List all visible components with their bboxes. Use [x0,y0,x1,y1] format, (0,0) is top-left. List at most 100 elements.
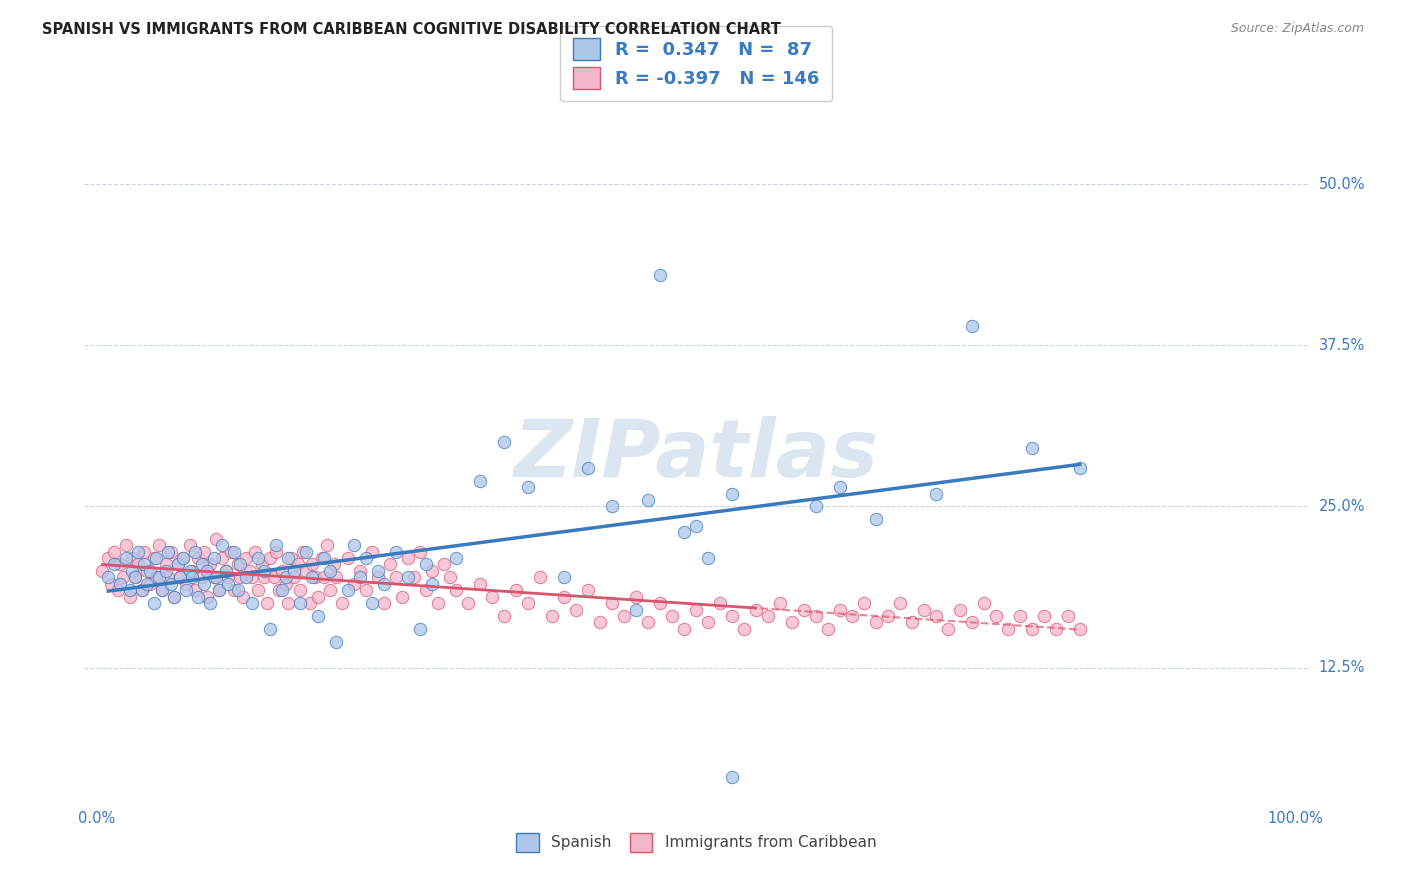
Point [271,583,294,598]
Point [949,602,972,616]
Point [239,564,262,578]
Point [179,538,201,552]
Point [150,583,173,598]
Point [307,609,329,624]
Point [124,570,146,584]
Point [264,538,287,552]
Point [373,576,395,591]
Point [134,544,156,558]
Point [157,570,180,584]
Point [721,486,744,500]
Point [494,435,516,450]
Point [565,602,588,616]
Point [589,615,612,630]
Point [793,602,815,616]
Point [167,558,190,572]
Point [304,570,326,584]
Point [613,609,636,624]
Point [960,319,983,334]
Point [145,570,167,584]
Point [367,570,389,584]
Point [229,570,252,584]
Point [174,583,197,598]
Point [181,564,204,578]
Point [259,551,281,566]
Point [960,615,983,630]
Point [224,583,246,598]
Point [889,596,911,610]
Point [553,590,575,604]
Point [274,570,297,584]
Point [103,544,125,558]
Point [984,609,1007,624]
Point [1021,442,1043,456]
Point [159,544,181,558]
Point [852,596,875,610]
Point [354,551,377,566]
Point [142,596,165,610]
Point [134,558,156,572]
Point [936,622,959,636]
Point [280,551,302,566]
Point [169,570,191,584]
Point [576,460,599,475]
Point [148,570,170,584]
Point [697,551,720,566]
Point [259,622,281,636]
Point [181,570,204,584]
Point [337,551,360,566]
Point [780,615,803,630]
Point [385,570,408,584]
Point [295,544,318,558]
Point [202,570,225,584]
Point [444,583,467,598]
Point [240,596,263,610]
Point [343,576,366,591]
Text: SPANISH VS IMMIGRANTS FROM CARIBBEAN COGNITIVE DISABILITY CORRELATION CHART: SPANISH VS IMMIGRANTS FROM CARIBBEAN COG… [42,22,782,37]
Point [322,558,344,572]
Point [325,570,347,584]
Point [97,551,120,566]
Point [685,602,707,616]
Point [439,570,461,584]
Point [600,500,623,514]
Point [624,590,647,604]
Point [925,486,948,500]
Point [200,596,222,610]
Point [103,558,125,572]
Text: 37.5%: 37.5% [1319,338,1365,353]
Point [217,576,239,591]
Point [200,558,222,572]
Point [172,551,194,566]
Point [396,551,419,566]
Point [271,564,294,578]
Point [553,570,575,584]
Point [145,551,167,566]
Point [187,551,209,566]
Point [1032,609,1054,624]
Point [468,576,491,591]
Point [191,558,214,572]
Point [224,544,246,558]
Point [385,544,408,558]
Point [1008,609,1031,624]
Point [444,551,467,566]
Text: Source: ZipAtlas.com: Source: ZipAtlas.com [1230,22,1364,36]
Point [183,583,205,598]
Point [409,544,432,558]
Point [1069,460,1091,475]
Point [247,583,270,598]
Point [155,564,177,578]
Point [167,558,190,572]
Point [648,596,671,610]
Point [208,583,231,598]
Point [685,518,707,533]
Point [264,544,287,558]
Point [901,615,924,630]
Point [247,551,270,566]
Point [139,576,162,591]
Point [517,596,540,610]
Point [314,551,336,566]
Point [481,590,503,604]
Point [111,570,134,584]
